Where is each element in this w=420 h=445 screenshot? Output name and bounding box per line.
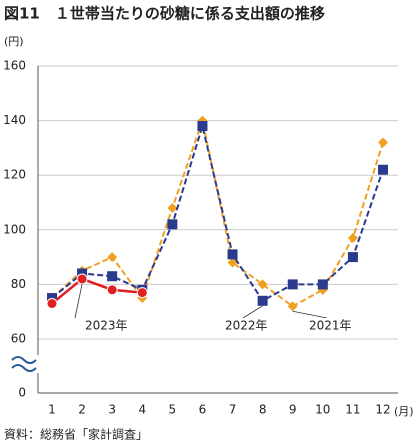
y-tick-label: 100 <box>3 222 26 236</box>
legend-label: 2022年 <box>225 319 268 333</box>
marker <box>287 301 298 312</box>
marker <box>378 164 388 175</box>
marker <box>167 219 178 230</box>
marker <box>227 249 238 260</box>
x-tick-label: 10 <box>315 403 330 417</box>
marker <box>347 232 358 243</box>
marker <box>378 137 388 148</box>
x-tick-label: 7 <box>229 403 237 417</box>
series-line <box>51 116 384 308</box>
legend-label: 2021年 <box>309 319 352 333</box>
marker <box>107 252 118 263</box>
x-tick-label: 4 <box>138 403 146 417</box>
x-tick-label: 5 <box>169 403 177 417</box>
marker <box>317 279 328 290</box>
marker <box>106 284 118 296</box>
marker <box>257 295 268 306</box>
x-tick-label: 6 <box>199 403 207 417</box>
series-line <box>51 277 143 305</box>
x-unit: (月) <box>394 405 414 418</box>
x-tick-label: 3 <box>108 403 116 417</box>
series-line <box>51 122 384 303</box>
y-unit: (円) <box>4 35 24 48</box>
marker <box>257 279 268 290</box>
leader-line <box>74 283 83 319</box>
legend-bg <box>307 318 351 334</box>
marker <box>76 273 88 285</box>
source: 資料：総務省「家計調査」 <box>4 427 148 442</box>
y-tick-label: 60 <box>11 332 26 346</box>
legend-label: 2023年 <box>85 319 128 333</box>
marker <box>167 202 178 213</box>
x-tick-label: 12 <box>375 403 390 417</box>
marker <box>287 279 298 290</box>
y-tick-label: 120 <box>3 168 26 182</box>
y-tick-label: 140 <box>3 113 26 127</box>
leader-line <box>242 305 263 319</box>
x-tick-label: 11 <box>345 403 360 417</box>
x-tick-label: 8 <box>259 403 267 417</box>
marker <box>347 252 358 263</box>
marker <box>107 271 118 282</box>
marker <box>197 121 208 132</box>
legend-bg <box>223 318 267 334</box>
leader-line <box>292 310 328 319</box>
marker <box>136 287 148 299</box>
y-tick-label: 160 <box>3 59 26 73</box>
axis-break <box>11 364 37 372</box>
marker <box>46 298 58 310</box>
axis-break <box>11 356 37 364</box>
y-tick-label: 0 <box>18 386 26 400</box>
legend-bg <box>83 318 127 334</box>
x-tick-label: 2 <box>78 403 86 417</box>
chart-title: 図11 １世帯当たりの砂糖に係る支出額の推移 <box>4 5 325 23</box>
x-tick-label: 9 <box>289 403 297 417</box>
x-tick-label: 1 <box>48 403 56 417</box>
y-tick-label: 80 <box>11 277 26 291</box>
